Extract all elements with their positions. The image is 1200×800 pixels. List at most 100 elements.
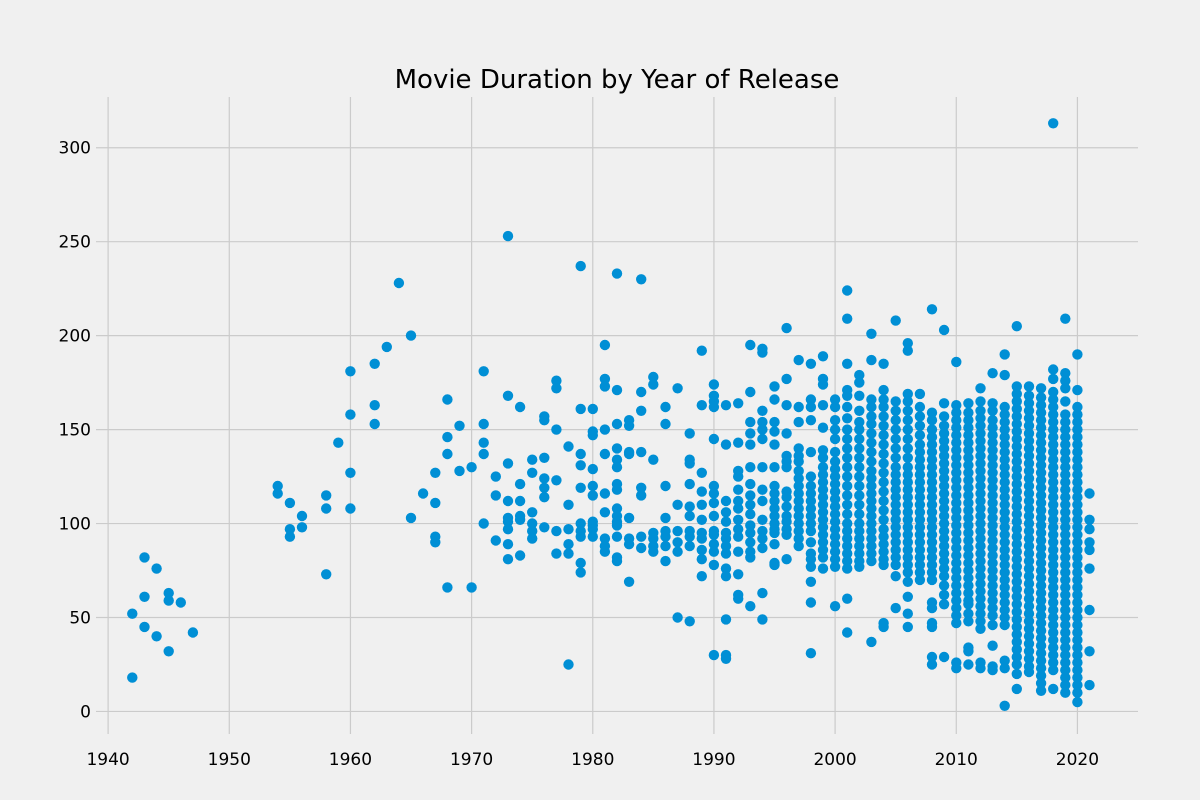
scatter-point <box>914 401 926 413</box>
scatter-point <box>696 533 707 544</box>
x-tick-label: 1980 <box>571 750 614 770</box>
scatter-point <box>951 467 962 478</box>
y-tick-label: 250 <box>59 233 91 253</box>
scatter-point <box>938 458 950 469</box>
scatter-point <box>769 416 780 428</box>
scatter-point <box>575 403 586 415</box>
scatter-point <box>902 415 913 426</box>
scatter-point <box>745 386 756 398</box>
scatter-point <box>938 480 950 492</box>
scatter-point <box>369 418 380 430</box>
scatter-point <box>817 544 829 556</box>
scatter-point <box>660 480 671 492</box>
scatter-point <box>587 490 598 501</box>
scatter-point <box>793 540 804 552</box>
scatter-point <box>926 462 938 473</box>
scatter-point <box>938 533 950 544</box>
scatter-point <box>951 407 962 418</box>
scatter-point <box>938 548 950 559</box>
scatter-point <box>817 499 829 510</box>
scatter-point <box>1072 582 1083 593</box>
scatter-point <box>345 503 356 514</box>
scatter-point <box>1060 664 1071 676</box>
scatter-point <box>1035 415 1047 426</box>
scatter-point <box>1011 493 1022 505</box>
scatter-point <box>975 488 986 499</box>
scatter-point <box>951 356 962 368</box>
scatter-point <box>1011 659 1022 670</box>
scatter-point <box>842 390 853 401</box>
scatter-point <box>127 672 138 683</box>
scatter-point <box>514 401 526 413</box>
chart-title: Movie Duration by Year of Release <box>395 65 840 95</box>
scatter-point <box>878 546 889 557</box>
scatter-point <box>587 524 598 535</box>
scatter-point <box>1023 616 1035 627</box>
scatter-point <box>684 531 695 542</box>
scatter-point <box>708 510 720 522</box>
scatter-point <box>854 416 865 428</box>
scatter-point <box>1023 593 1035 604</box>
scatter-point <box>757 462 768 473</box>
scatter-point <box>926 544 938 556</box>
scatter-point <box>490 471 501 482</box>
scatter-point <box>1060 649 1071 661</box>
scatter-point <box>817 507 829 518</box>
scatter-point <box>139 621 150 633</box>
scatter-point <box>551 424 562 435</box>
scatter-point <box>1060 499 1071 510</box>
y-tick-label: 0 <box>80 702 91 722</box>
scatter-point <box>757 433 768 445</box>
scatter-point <box>878 621 889 633</box>
scatter-point <box>1060 462 1071 473</box>
scatter-point <box>975 428 986 439</box>
scatter-point <box>975 518 986 529</box>
scatter-point <box>866 446 877 458</box>
scatter-point <box>1048 664 1059 676</box>
scatter-point <box>1011 636 1022 648</box>
scatter-point <box>914 559 926 571</box>
scatter-point <box>890 559 901 571</box>
scatter-point <box>769 439 780 450</box>
scatter-point <box>902 388 913 400</box>
scatter-point <box>999 499 1010 510</box>
scatter-point <box>175 597 186 608</box>
scatter-point <box>999 369 1010 381</box>
scatter-point <box>829 501 841 512</box>
scatter-point <box>987 415 998 426</box>
scatter-point <box>817 422 829 433</box>
scatter-point <box>1035 550 1047 561</box>
scatter-point <box>757 347 768 358</box>
scatter-point <box>442 448 453 460</box>
scatter-point <box>1060 574 1071 586</box>
scatter-point <box>599 373 611 385</box>
scatter-point <box>805 495 817 507</box>
scatter-point <box>345 366 356 377</box>
scatter-point <box>842 563 853 574</box>
scatter-point <box>987 452 998 463</box>
scatter-point <box>866 548 877 559</box>
scatter-point <box>623 448 635 460</box>
scatter-point <box>1035 467 1047 478</box>
scatter-point <box>611 454 623 465</box>
scatter-point <box>696 486 707 497</box>
scatter-point <box>926 424 938 435</box>
scatter-point <box>987 572 998 584</box>
scatter-point <box>854 471 865 482</box>
scatter-point <box>999 454 1010 465</box>
scatter-point <box>1060 537 1071 548</box>
scatter-point <box>1072 687 1083 698</box>
scatter-point <box>1011 388 1022 400</box>
scatter-point <box>1011 569 1022 580</box>
scatter-point <box>938 589 950 601</box>
scatter-point <box>720 540 732 552</box>
scatter-point <box>878 394 889 405</box>
scatter-point <box>466 462 477 473</box>
scatter-point <box>551 525 562 537</box>
scatter-point <box>842 424 853 435</box>
scatter-point <box>1072 567 1083 578</box>
scatter-point <box>829 446 841 458</box>
scatter-point <box>1048 619 1059 631</box>
scatter-point <box>1023 533 1035 544</box>
scatter-point <box>527 454 538 465</box>
